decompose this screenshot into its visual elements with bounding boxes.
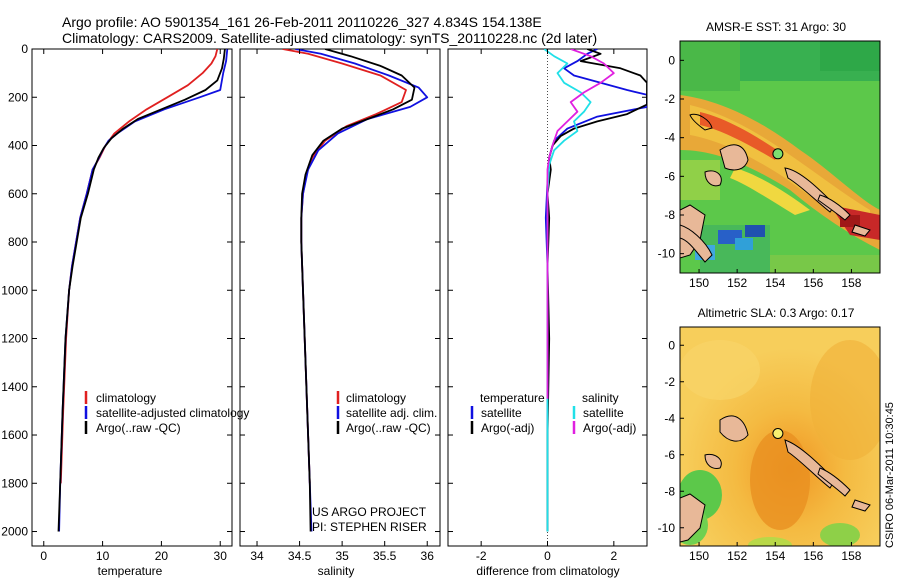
figure-title-line2: Climatology: CARS2009. Satellite-adjuste… (62, 30, 597, 46)
x-tick-label: 20 (155, 549, 169, 563)
lon-tick-label: 154 (765, 549, 785, 563)
temperature-panel-frame (31, 48, 233, 547)
legend-label-climatology: climatology (96, 391, 156, 405)
legend-label-sal-argo: Argo(-adj) (583, 421, 636, 435)
lon-tick-label: 152 (727, 549, 747, 563)
sla-argo-marker (772, 428, 784, 439)
series-line-salinity-argo-adj- (546, 49, 615, 399)
depth-tick-label: 0 (21, 42, 28, 56)
lon-tick-label: 156 (803, 549, 823, 563)
x-tick-label: -2 (476, 549, 487, 563)
salinity-axis-label: salinity (318, 564, 355, 578)
salinity-panel-frame (239, 48, 441, 547)
difference-series (543, 49, 647, 546)
lon-tick-label: 158 (841, 276, 861, 290)
series-line-argo-raw-qc- (300, 49, 416, 532)
sla-map-title: Altimetric SLA: 0.3 Argo: 0.17 (698, 306, 855, 320)
depth-tick-label: 600 (8, 187, 28, 201)
legend-label-satellite: satellite adj. clim. (346, 406, 437, 420)
depth-tick-label: 1400 (1, 380, 28, 394)
sst-map-frame (679, 40, 881, 274)
credit-pi: PI: STEPHEN RISER (312, 520, 427, 534)
legend-label-satellite: satellite-adjusted climatology (96, 406, 249, 420)
lon-tick-label: 156 (803, 276, 823, 290)
x-tick-label: 36 (421, 549, 435, 563)
x-tick-label: 0 (544, 549, 551, 563)
lat-tick-label: -6 (664, 448, 675, 462)
x-tick-label: 30 (214, 549, 228, 563)
depth-tick-label: 800 (8, 235, 28, 249)
sla-map-frame (679, 326, 881, 547)
temperature-axis-label: temperature (98, 564, 163, 578)
sst-map-lon-axis: 150 152 154 156 158 (689, 269, 862, 290)
x-tick-label: 0 (40, 549, 47, 563)
legend-label-sal-satellite: satellite (583, 406, 624, 420)
lon-tick-label: 152 (727, 276, 747, 290)
lon-tick-label: 154 (765, 276, 785, 290)
depth-tick-label: 1200 (1, 332, 28, 346)
lat-tick-label: 0 (668, 53, 675, 67)
sla-map-field (680, 327, 880, 546)
depth-tick-label: 1600 (1, 428, 28, 442)
x-tick-label: 34.5 (288, 549, 312, 563)
legend-heading-salinity: salinity (582, 391, 619, 405)
difference-legend: temperature satellite Argo(-adj) salinit… (470, 391, 636, 435)
legend-label-argo: Argo(..raw -QC) (346, 421, 431, 435)
legend-label-temp-argo: Argo(-adj) (481, 421, 534, 435)
figure-title-line1: Argo profile: AO 5901354_161 26-Feb-2011… (62, 14, 542, 30)
sst-map-lat-axis: 0 -2 -4 -6 -8 -10 (658, 53, 684, 261)
salinity-x-axis: 34 34.5 35 35.5 36 (250, 49, 434, 563)
series-line-argo-raw-qc- (57, 49, 226, 532)
sla-map-lon-axis: 150 152 154 156 158 (689, 542, 862, 563)
x-tick-label: 35.5 (373, 549, 397, 563)
sst-argo-marker (772, 148, 784, 160)
lat-tick-label: -2 (664, 92, 675, 106)
lat-tick-label: -10 (658, 247, 676, 261)
difference-x-axis: -2 0 2 (476, 49, 617, 563)
sla-map-lat-axis: 0 -2 -4 -6 -8 -10 (658, 338, 684, 535)
x-tick-label: 10 (96, 549, 110, 563)
depth-tick-label: 400 (8, 139, 28, 153)
depth-tick-label: 1000 (1, 283, 28, 297)
lon-tick-label: 158 (841, 549, 861, 563)
lon-tick-label: 150 (689, 276, 709, 290)
salinity-legend: climatology satellite adj. clim. Argo(..… (336, 391, 437, 435)
sst-map-field (680, 41, 880, 273)
lat-tick-label: 0 (668, 338, 675, 352)
lat-tick-label: -6 (664, 169, 675, 183)
temperature-legend: climatology satellite-adjusted climatolo… (84, 391, 249, 435)
lat-tick-label: -8 (664, 208, 675, 222)
x-tick-label: 2 (610, 549, 617, 563)
lat-tick-label: -10 (658, 521, 676, 535)
lon-tick-label: 150 (689, 549, 709, 563)
depth-tick-label: 1800 (1, 476, 28, 490)
legend-label-temp-satellite: satellite (481, 406, 522, 420)
side-stamp: CSIRO 06-Mar-2011 10:30:45 (884, 402, 896, 548)
depth-axis: 0 200 400 600 800 1000 1200 1400 1600 1800 2000 (1, 42, 28, 539)
credit-project: US ARGO PROJECT (312, 505, 427, 519)
lat-tick-label: -4 (664, 411, 675, 425)
lat-tick-label: -2 (664, 375, 675, 389)
sst-map-title: AMSR-E SST: 31 Argo: 30 (706, 20, 846, 34)
legend-label-argo: Argo(..raw -QC) (96, 421, 181, 435)
lat-tick-label: -4 (664, 131, 675, 145)
depth-tick-label: 2000 (1, 525, 28, 539)
temperature-x-axis: 0 10 20 30 (40, 49, 227, 563)
x-tick-label: 34 (250, 549, 264, 563)
depth-tick-label: 200 (8, 90, 28, 104)
lat-tick-label: -8 (664, 484, 675, 498)
salinity-series (282, 49, 429, 532)
temperature-series (57, 49, 229, 532)
legend-heading-temperature: temperature (480, 391, 545, 405)
legend-label-climatology: climatology (346, 391, 406, 405)
difference-axis-label: difference from climatology (476, 564, 619, 578)
x-tick-label: 35 (335, 549, 349, 563)
